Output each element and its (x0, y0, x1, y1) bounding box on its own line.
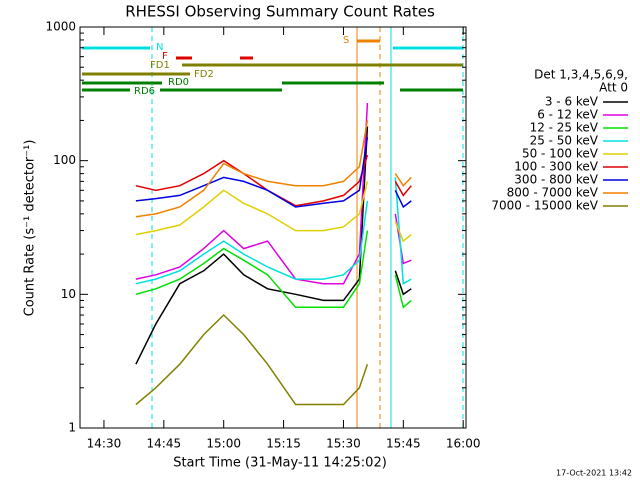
legend-label: 300 - 800 keV (514, 173, 598, 187)
x-tick-label: 15:30 (326, 437, 361, 451)
x-tick-label: 15:15 (266, 437, 301, 451)
annotation: N (156, 42, 163, 53)
series-line (135, 154, 412, 207)
legend-title: Det 1,3,4,5,6,9, (534, 68, 628, 82)
annotation: FD1 (150, 60, 170, 71)
annotation: F (162, 51, 168, 62)
legend-label: 6 - 12 keV (537, 108, 599, 122)
legend-label: 50 - 100 keV (522, 147, 599, 161)
y-axis-label: Count Rate (s⁻¹ detector⁻¹) (23, 140, 38, 317)
legend-label: 25 - 50 keV (530, 134, 599, 148)
chart-title: RHESSI Observing Summary Count Rates (125, 3, 435, 21)
annotation: RD0 (168, 77, 189, 88)
footer: 17-Oct-2021 13:42 (556, 469, 632, 478)
plot-frame (79, 26, 467, 429)
legend-label: 800 - 7000 keV (507, 186, 599, 200)
x-axis-label: Start Time (31-May-11 14:25:02) (173, 456, 387, 471)
annotation: RD6 (134, 86, 155, 97)
annotation: S (343, 35, 349, 46)
flag-bars (82, 39, 463, 92)
annotation: FD2 (194, 69, 214, 80)
x-tick-label: 16:00 (446, 437, 481, 451)
legend-label: 12 - 25 keV (530, 121, 599, 135)
series-line (135, 126, 412, 365)
legend-label: 3 - 6 keV (545, 95, 599, 109)
x-tick-label: 15:45 (386, 437, 421, 451)
y-tick-label: 10 (61, 287, 76, 301)
series-line (135, 181, 412, 243)
y-tick-label: 1 (68, 421, 76, 435)
series-line (135, 313, 369, 406)
series-line (135, 230, 412, 309)
x-tick-label: 15:00 (206, 437, 241, 451)
y-tick-label: 100 (53, 153, 76, 167)
legend-label: 7000 - 15000 keV (491, 199, 598, 213)
series-line (135, 102, 412, 285)
x-tick-label: 14:45 (147, 437, 182, 451)
series-line (135, 136, 412, 209)
series-line (135, 120, 412, 218)
legend-label: 100 - 300 keV (514, 160, 598, 174)
y-tick-label: 1000 (45, 20, 76, 34)
x-tick-label: 14:30 (87, 437, 122, 451)
series-line (135, 177, 412, 285)
legend-title: Att 0 (599, 81, 628, 95)
